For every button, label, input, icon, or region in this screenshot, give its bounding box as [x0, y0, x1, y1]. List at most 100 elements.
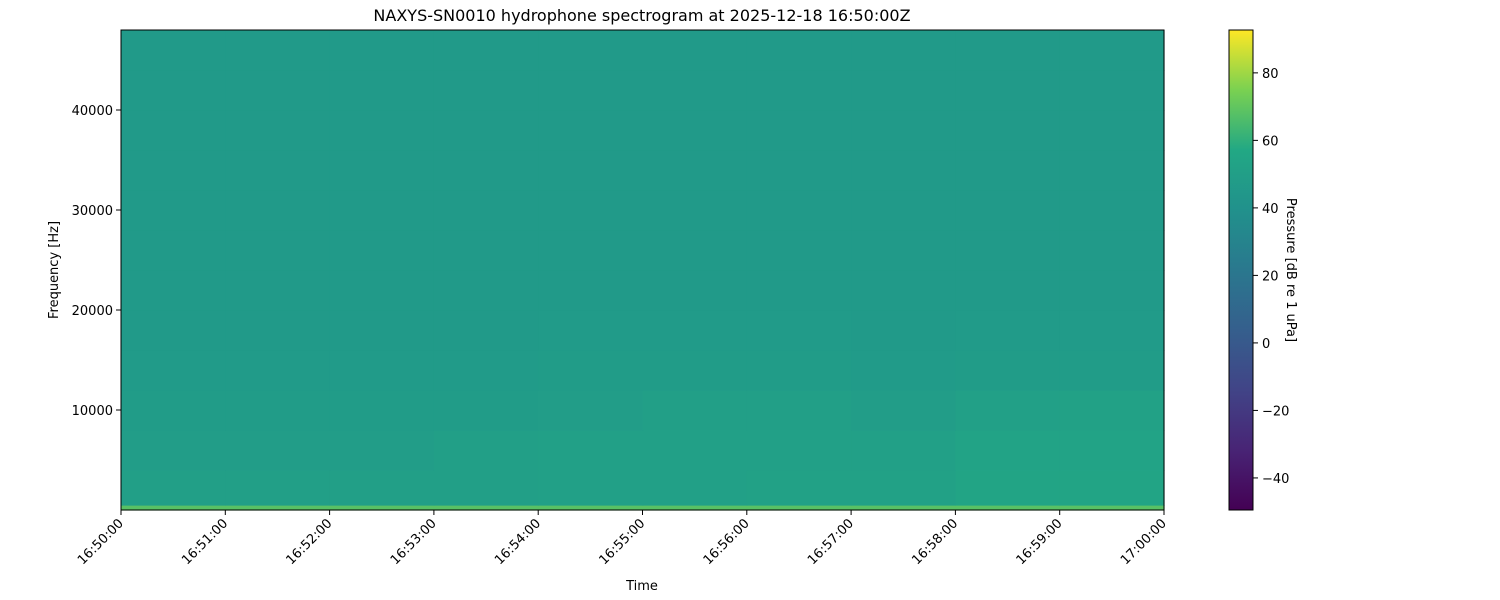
heatmap-cell	[955, 70, 1061, 111]
heatmap-cell	[329, 270, 435, 311]
heatmap-cell	[121, 430, 226, 471]
colorbar-tick-label: 80	[1262, 67, 1279, 82]
heatmap-cell	[746, 390, 852, 431]
heatmap-cell	[1059, 470, 1165, 506]
heatmap-cell	[121, 350, 226, 391]
heatmap-cell	[955, 270, 1061, 311]
heatmap-cell	[642, 350, 748, 391]
heatmap-cell	[329, 110, 435, 151]
colorbar-tick-label: 40	[1262, 202, 1279, 217]
y-tick-label: 40000	[72, 104, 113, 119]
x-tick-label: 17:00:00	[1118, 516, 1170, 568]
colorbar-tick-label: −20	[1262, 404, 1289, 419]
heatmap-cell	[851, 430, 956, 471]
y-axis-label: Frequency [Hz]	[47, 221, 62, 319]
heatmap-cell	[1059, 190, 1165, 231]
heatmap-cell	[433, 30, 539, 71]
heatmap-cell	[1059, 350, 1165, 391]
heatmap-cell	[642, 190, 748, 231]
heatmap-cell	[746, 505, 852, 511]
colorbar-tick-label: −40	[1262, 472, 1289, 487]
heatmap-cell	[538, 505, 644, 511]
heatmap-cell	[433, 230, 539, 271]
heatmap-cell	[121, 30, 226, 71]
heatmap-cell	[851, 230, 956, 271]
x-tick-label: 16:54:00	[492, 516, 544, 568]
heatmap-cell	[121, 470, 226, 506]
heatmap-cell	[329, 310, 435, 351]
heatmap-cell	[121, 110, 226, 151]
heatmap-cell	[225, 230, 331, 271]
heatmap-cell	[433, 70, 539, 111]
heatmap-cell	[746, 70, 852, 111]
heatmap-cell	[1059, 110, 1165, 151]
colorbar-tick-label: 20	[1262, 269, 1279, 284]
heatmap-cell	[851, 350, 956, 391]
heatmap-cell	[1059, 270, 1165, 311]
x-tick-label: 16:58:00	[909, 516, 961, 568]
heatmap-cell	[955, 190, 1061, 231]
heatmap-cell	[225, 30, 331, 71]
heatmap-cell	[225, 310, 331, 351]
heatmap-cell	[955, 310, 1061, 351]
heatmap-cell	[329, 505, 435, 511]
heatmap-cell	[642, 110, 748, 151]
heatmap-cell	[225, 270, 331, 311]
heatmap-cell	[329, 70, 435, 111]
heatmap-cell	[538, 190, 644, 231]
heatmap-cell	[121, 505, 226, 511]
heatmap-cell	[121, 230, 226, 271]
x-tick-label: 16:53:00	[388, 516, 440, 568]
heatmap-cell	[225, 70, 331, 111]
heatmap-cell	[955, 110, 1061, 151]
x-axis: 16:50:00 16:51:00 16:52:00 16:53:00 16:54:00…	[75, 510, 1170, 568]
heatmap-cell	[433, 390, 539, 431]
heatmap	[121, 30, 1165, 511]
heatmap-cell	[538, 310, 644, 351]
colorbar-tick-label: 0	[1262, 337, 1270, 352]
heatmap-cell	[642, 310, 748, 351]
heatmap-cell	[225, 470, 331, 506]
heatmap-cell	[746, 30, 852, 71]
heatmap-cell	[538, 470, 644, 506]
heatmap-cell	[746, 350, 852, 391]
heatmap-cell	[746, 270, 852, 311]
heatmap-cell	[329, 230, 435, 271]
heatmap-cell	[746, 430, 852, 471]
heatmap-cell	[121, 270, 226, 311]
heatmap-cell	[642, 70, 748, 111]
heatmap-cell	[225, 350, 331, 391]
heatmap-cell	[955, 30, 1061, 71]
heatmap-cell	[121, 310, 226, 351]
heatmap-cell	[121, 70, 226, 111]
heatmap-cell	[851, 270, 956, 311]
chart-title: NAXYS-SN0010 hydrophone spectrogram at 2…	[373, 6, 910, 25]
heatmap-cell	[121, 150, 226, 191]
heatmap-cell	[642, 390, 748, 431]
heatmap-cell	[955, 230, 1061, 271]
heatmap-cell	[746, 470, 852, 506]
heatmap-cell	[329, 30, 435, 71]
heatmap-cell	[538, 430, 644, 471]
heatmap-cell	[433, 350, 539, 391]
heatmap-cell	[746, 190, 852, 231]
x-tick-label: 16:51:00	[179, 516, 231, 568]
heatmap-cell	[538, 150, 644, 191]
x-axis-label: Time	[625, 579, 658, 594]
heatmap-cell	[1059, 390, 1165, 431]
heatmap-cell	[538, 70, 644, 111]
heatmap-cell	[955, 350, 1061, 391]
heatmap-cell	[851, 70, 956, 111]
heatmap-cell	[329, 470, 435, 506]
x-tick-label: 16:57:00	[805, 516, 857, 568]
colorbar-axis: −40 −20 0 20 40 60 80	[1253, 67, 1289, 487]
heatmap-cell	[225, 390, 331, 431]
heatmap-cell	[1059, 30, 1165, 71]
x-tick-label: 16:52:00	[284, 516, 336, 568]
heatmap-cell	[955, 390, 1061, 431]
heatmap-cell	[642, 30, 748, 71]
heatmap-cell	[955, 470, 1061, 506]
y-axis: 10000 20000 30000 40000	[72, 104, 121, 419]
heatmap-cell	[433, 110, 539, 151]
